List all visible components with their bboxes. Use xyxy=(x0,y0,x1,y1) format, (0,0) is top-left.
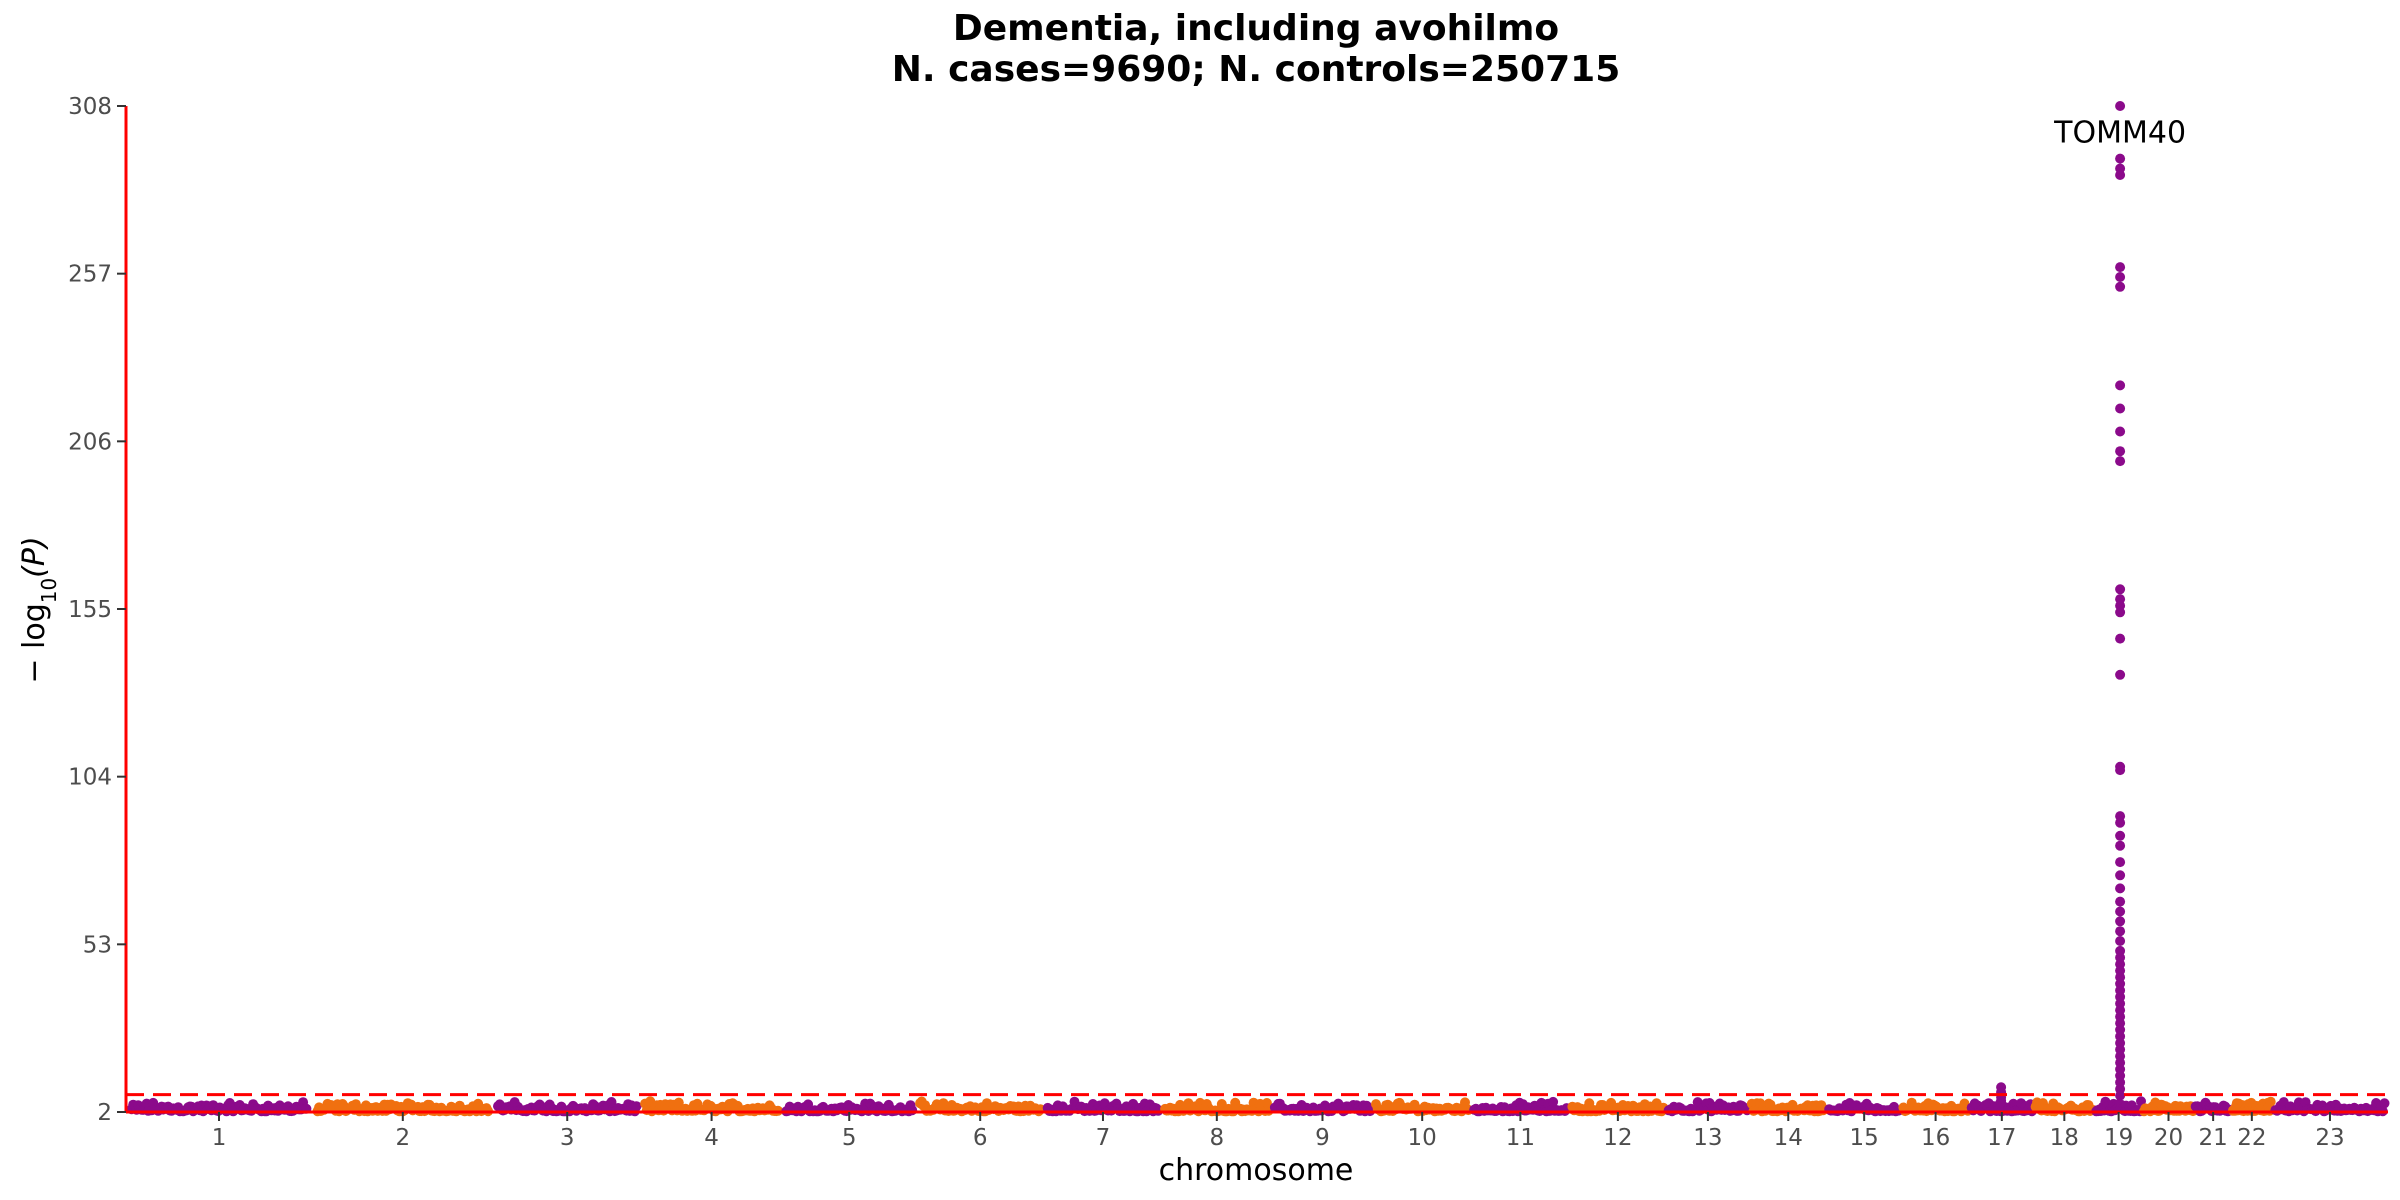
x-tick-label: 21 xyxy=(2199,1125,2228,1151)
peak-point xyxy=(2115,916,2126,927)
y-tick-label: 155 xyxy=(68,597,112,623)
peak-point xyxy=(2115,906,2126,917)
x-tick-label: 8 xyxy=(1209,1125,1224,1151)
x-tick-label: 13 xyxy=(1693,1125,1722,1151)
peak-point xyxy=(2115,153,2126,164)
x-tick-label: 17 xyxy=(1987,1125,2016,1151)
y-axis-title-subscript: 10 xyxy=(37,578,61,603)
x-tick-label: 20 xyxy=(2154,1125,2183,1151)
peak-point xyxy=(2115,446,2126,457)
chart-title-line2: N. cases=9690; N. controls=250715 xyxy=(892,49,1621,90)
peak-point xyxy=(2115,456,2126,467)
data-point xyxy=(907,1105,918,1116)
peak-point xyxy=(2115,870,2126,881)
peak-point xyxy=(2115,262,2126,273)
y-tick-label: 206 xyxy=(68,429,112,455)
y-axis-title-suffix: (P) xyxy=(17,536,52,578)
x-tick-label: 22 xyxy=(2237,1125,2266,1151)
x-tick-label: 15 xyxy=(1850,1125,1879,1151)
peak-point xyxy=(2115,1090,2126,1101)
peak-point xyxy=(2115,633,2126,644)
x-tick-label: 16 xyxy=(1921,1125,1950,1151)
x-tick-label: 11 xyxy=(1506,1125,1535,1151)
x-tick-label: 6 xyxy=(973,1125,988,1151)
peak-point xyxy=(2115,926,2126,937)
x-tick-label: 9 xyxy=(1315,1125,1330,1151)
y-tick-label: 2 xyxy=(97,1100,112,1126)
x-axis: 1 2 3 4 5 6 7 8 9 10 11 12 13 14 15 16 17 18 19 20 21 22 23 xyxy=(126,1110,2388,1151)
y-axis-title: − log10(P) xyxy=(17,536,61,683)
y-tick-label: 308 xyxy=(68,94,112,120)
data-point xyxy=(2265,1096,2276,1107)
peak-point xyxy=(2115,403,2126,414)
peak-point xyxy=(2115,765,2126,776)
peak-point xyxy=(2115,669,2126,680)
x-tick-label: 19 xyxy=(2104,1125,2133,1151)
y-axis: 2 53 104 155 206 257 308 xyxy=(68,94,128,1126)
peak-point xyxy=(2115,272,2126,282)
data-point xyxy=(1548,1096,1559,1107)
x-tick-label: 4 xyxy=(704,1125,719,1151)
peak-point xyxy=(2115,101,2126,111)
peak-point xyxy=(2115,857,2126,868)
y-tick-label: 53 xyxy=(83,932,112,958)
annotation-layer: TOMM40 xyxy=(2053,115,2186,150)
x-tick-label: 14 xyxy=(1774,1125,1803,1151)
data-point xyxy=(2379,1098,2390,1109)
x-tick-label: 3 xyxy=(560,1125,575,1151)
x-tick-label: 18 xyxy=(2050,1125,2079,1151)
chart-title-line1: Dementia, including avohilmo xyxy=(953,8,1559,49)
peak-point xyxy=(2115,883,2126,894)
peak-point xyxy=(2115,936,2126,946)
peak-point xyxy=(2115,281,2126,292)
x-tick-label: 1 xyxy=(212,1125,227,1151)
peak-point xyxy=(1996,1097,2007,1108)
x-tick-label: 23 xyxy=(2315,1125,2344,1151)
x-tick-label: 7 xyxy=(1096,1125,1111,1151)
points-layer xyxy=(126,101,2390,1117)
x-tick-label: 5 xyxy=(842,1125,857,1151)
peak-point xyxy=(2115,426,2126,437)
peak-point xyxy=(2115,380,2126,391)
chromosome-2-points xyxy=(312,1098,494,1117)
data-point xyxy=(1261,1098,1272,1108)
peak-point xyxy=(2115,840,2126,851)
x-tick-label: 2 xyxy=(395,1125,410,1151)
x-axis-title: chromosome xyxy=(1159,1153,1354,1188)
y-axis-title-prefix: − log xyxy=(17,603,52,683)
peak-point xyxy=(2115,817,2126,828)
peak-point xyxy=(2115,607,2126,618)
x-tick-label: 12 xyxy=(1603,1125,1632,1151)
peak-point xyxy=(2115,170,2126,180)
gene-annotation: TOMM40 xyxy=(2053,115,2186,150)
data-point xyxy=(631,1101,642,1112)
y-tick-label: 104 xyxy=(68,765,112,791)
peak-chr19 xyxy=(2115,101,2126,1101)
peak-point xyxy=(2115,830,2126,841)
x-tick-label: 10 xyxy=(1408,1125,1437,1151)
peak-point xyxy=(2115,584,2126,595)
peak-point xyxy=(2115,896,2126,907)
y-tick-label: 257 xyxy=(68,262,112,288)
